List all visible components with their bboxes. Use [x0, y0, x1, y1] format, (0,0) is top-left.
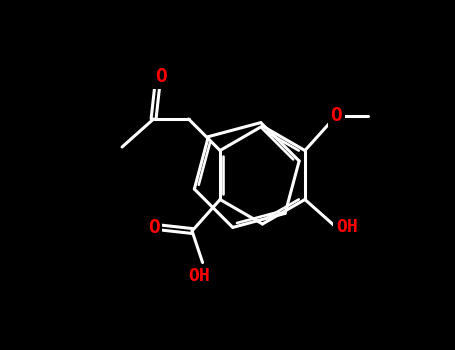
Text: O: O	[155, 68, 167, 86]
Text: OH: OH	[336, 218, 358, 237]
Text: OH: OH	[188, 267, 210, 286]
Text: O: O	[148, 218, 159, 237]
Text: O: O	[331, 106, 342, 125]
